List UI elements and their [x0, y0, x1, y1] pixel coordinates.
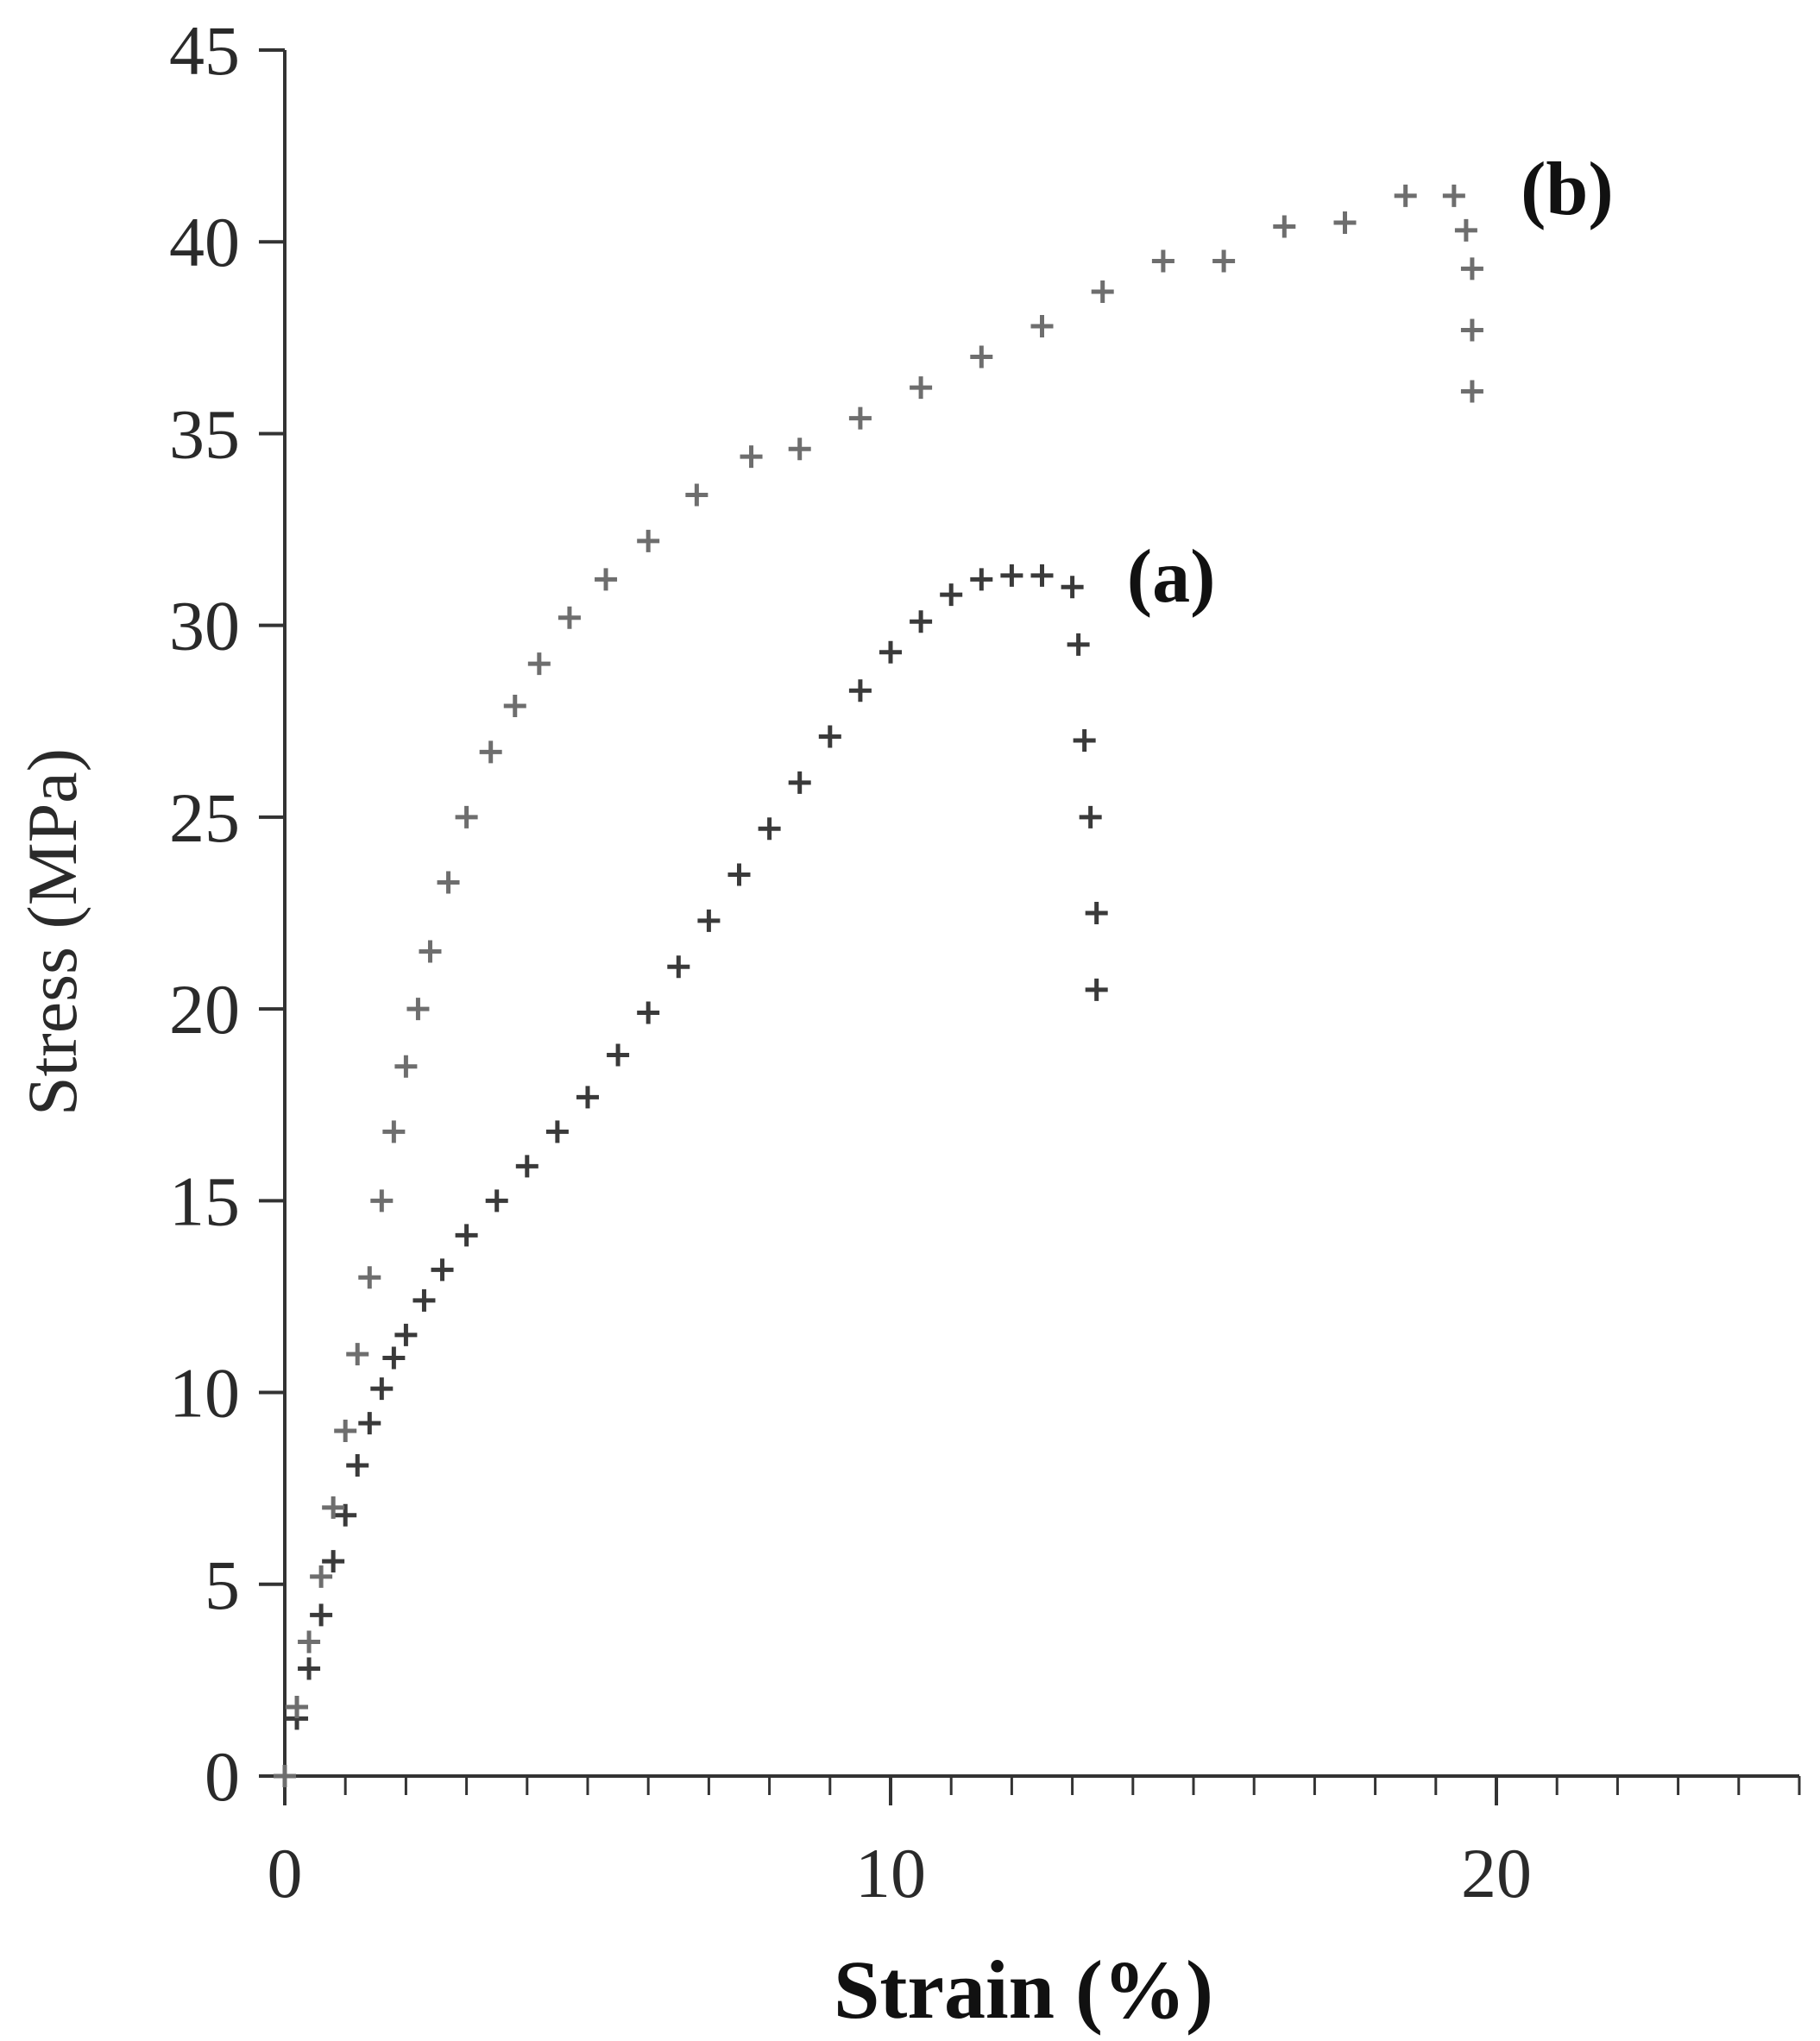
data-point	[1079, 805, 1102, 828]
data-point	[394, 1323, 418, 1346]
data-point	[637, 1001, 660, 1024]
data-point	[788, 438, 811, 461]
data-point	[358, 1412, 381, 1435]
data-point	[455, 1224, 478, 1247]
axes: 0 5 10 15 20 25 30 35 40 45 0 10 20	[169, 11, 1801, 1912]
data-point	[685, 483, 708, 507]
data-point	[382, 1346, 406, 1370]
data-point	[322, 1550, 345, 1573]
data-point	[346, 1343, 369, 1366]
data-point	[437, 871, 460, 894]
series-label-b: (b)	[1521, 148, 1614, 231]
data-point	[515, 1155, 538, 1178]
data-point	[788, 771, 811, 794]
data-point	[727, 863, 751, 886]
y-tick-label: 15	[169, 1162, 240, 1240]
y-tick-label: 20	[169, 970, 240, 1049]
y-tick-label: 30	[169, 587, 240, 665]
data-point	[1067, 633, 1090, 656]
series-b	[274, 184, 1483, 1787]
data-point	[545, 1120, 569, 1143]
y-tick-label: 25	[169, 778, 240, 857]
data-point	[848, 679, 872, 702]
y-tick-label: 45	[169, 11, 240, 90]
data-point	[1151, 249, 1174, 273]
data-point	[419, 940, 442, 963]
data-point	[334, 1420, 357, 1442]
data-point	[607, 1043, 630, 1067]
data-point	[527, 652, 551, 676]
data-point	[667, 955, 690, 979]
data-point	[1000, 564, 1023, 587]
data-point	[1442, 184, 1465, 207]
data-point	[879, 640, 902, 664]
data-point	[503, 695, 526, 717]
y-tick-label: 40	[169, 203, 240, 281]
data-point	[1460, 257, 1483, 280]
data-point	[370, 1189, 394, 1213]
data-point	[1394, 184, 1417, 207]
data-point	[1061, 576, 1084, 599]
data-point	[1085, 902, 1108, 924]
data-point	[1454, 218, 1477, 242]
y-tick-label: 0	[205, 1737, 240, 1816]
data-point	[740, 445, 763, 469]
data-point	[455, 805, 478, 828]
data-point	[394, 1055, 418, 1078]
data-point	[1085, 978, 1108, 1001]
data-point	[576, 1086, 599, 1109]
data-point	[1273, 215, 1296, 238]
series-annotations: (a) (b)	[1127, 148, 1614, 619]
y-tick-label: 5	[205, 1546, 240, 1624]
data-point	[595, 568, 618, 591]
data-point	[758, 817, 781, 841]
series-a	[274, 564, 1108, 1787]
data-point	[848, 406, 872, 430]
data-series	[274, 184, 1483, 1787]
data-point	[286, 1696, 309, 1718]
data-point	[697, 909, 721, 932]
data-point	[479, 740, 502, 764]
series-label-a: (a)	[1127, 535, 1216, 619]
x-tick-label: 0	[268, 1834, 303, 1912]
x-axis-title: Strain (%)	[834, 1943, 1213, 2036]
x-tick-label: 10	[855, 1834, 926, 1912]
data-point	[406, 998, 430, 1021]
data-point	[382, 1120, 406, 1143]
data-point	[310, 1603, 333, 1627]
x-tick-label: 20	[1461, 1834, 1532, 1912]
data-point	[637, 529, 660, 552]
y-tick-label: 10	[169, 1354, 240, 1433]
data-point	[1073, 729, 1096, 752]
data-point	[1030, 564, 1054, 587]
data-point	[334, 1503, 357, 1527]
data-point	[358, 1266, 381, 1289]
y-axis-title: Stress (MPa)	[13, 748, 91, 1116]
data-point	[274, 1765, 296, 1787]
data-point	[412, 1288, 436, 1312]
data-point	[431, 1258, 454, 1282]
data-point	[346, 1454, 369, 1477]
data-point	[970, 345, 993, 369]
data-point	[310, 1565, 333, 1588]
data-point	[1460, 380, 1483, 403]
data-point	[298, 1630, 321, 1654]
data-point	[557, 606, 581, 629]
data-point	[370, 1377, 394, 1401]
y-tick-label: 35	[169, 394, 240, 473]
data-point	[298, 1657, 321, 1680]
data-point	[485, 1189, 508, 1213]
data-point	[940, 583, 963, 607]
data-point	[1030, 315, 1054, 337]
data-point	[970, 568, 993, 591]
data-point	[1091, 280, 1114, 303]
data-point	[818, 725, 841, 748]
data-point	[322, 1496, 345, 1519]
data-point	[1460, 318, 1483, 342]
data-point	[1212, 249, 1236, 273]
data-point	[910, 376, 933, 400]
data-point	[1333, 211, 1357, 234]
data-point	[910, 610, 933, 633]
